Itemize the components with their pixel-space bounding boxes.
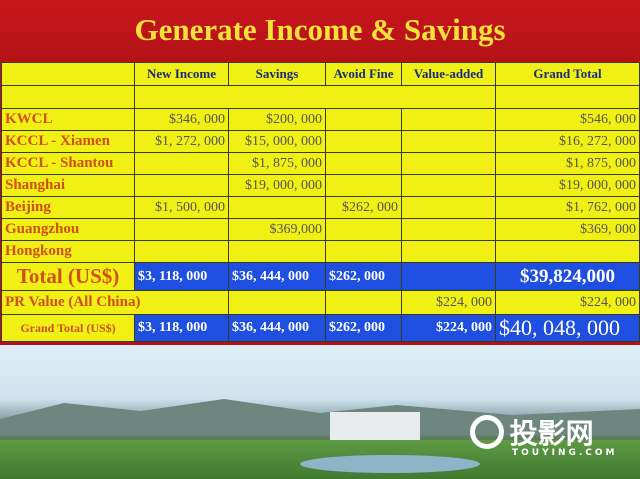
value-cell <box>134 240 229 263</box>
row-label: KWCL <box>1 108 135 131</box>
row-label: Guangzhou <box>1 218 135 241</box>
value-cell <box>401 218 496 241</box>
value-cell <box>228 240 326 263</box>
value-cell <box>228 196 326 219</box>
cell <box>495 85 640 109</box>
value-cell <box>401 174 496 197</box>
value-cell <box>325 152 402 175</box>
value-cell <box>134 174 229 197</box>
grand-total-cell: $36, 444, 000 <box>228 314 326 342</box>
value-cell: $1, 272, 000 <box>134 130 229 153</box>
blank-row <box>1 85 640 109</box>
total-label: Total (US$) <box>1 262 135 291</box>
value-cell: $224, 000 <box>401 290 496 315</box>
grand-total-label: Grand Total (US$) <box>1 314 135 342</box>
value-cell: $262, 000 <box>325 196 402 219</box>
value-cell <box>325 240 402 263</box>
total-cell <box>401 262 496 291</box>
value-cell: $1, 875, 000 <box>495 152 640 175</box>
watermark-cn: 投影网 <box>509 417 594 450</box>
value-cell <box>134 152 229 175</box>
header-cell: Avoid Fine <box>325 62 402 86</box>
row-label: Shanghai <box>1 174 135 197</box>
watermark-en: TOUYING.COM <box>512 448 618 458</box>
value-cell <box>325 108 402 131</box>
value-cell <box>325 130 402 153</box>
value-cell <box>401 130 496 153</box>
value-cell <box>325 174 402 197</box>
value-cell: $369, 000 <box>495 218 640 241</box>
pr-value-row: PR Value (All China) $224, 000 $224, 000 <box>1 290 640 315</box>
value-cell <box>228 290 326 315</box>
header-cell: Savings <box>228 62 326 86</box>
value-cell: $1, 762, 000 <box>495 196 640 219</box>
value-cell <box>325 290 402 315</box>
value-cell: $200, 000 <box>228 108 326 131</box>
grand-total-row: Grand Total (US$) $3, 118, 000 $36, 444, 0… <box>1 314 640 342</box>
value-cell: $1, 500, 000 <box>134 196 229 219</box>
table-row: Guangzhou $369,000 $369, 000 <box>1 218 640 241</box>
watermark-logo: 投影网 TOUYING.COM <box>470 412 618 458</box>
value-cell <box>495 240 640 263</box>
header-cell <box>1 62 135 86</box>
title-band <box>0 0 640 62</box>
value-cell <box>134 218 229 241</box>
value-cell: $369,000 <box>228 218 326 241</box>
total-row: Total (US$) $3, 118, 000 $36, 444, 000 $262… <box>1 262 640 291</box>
slide-title: Generate Income & Savings <box>134 12 506 47</box>
total-cell: $39,824,000 <box>495 262 640 291</box>
cell <box>1 85 135 109</box>
table-row: KCCL - Shantou $1, 875, 000 $1, 875, 000 <box>1 152 640 175</box>
header-cell: Grand Total <box>495 62 640 86</box>
value-cell <box>401 152 496 175</box>
value-cell: $19, 000, 000 <box>495 174 640 197</box>
value-cell: $19, 000, 000 <box>228 174 326 197</box>
grand-total-cell: $224, 000 <box>401 314 496 342</box>
value-cell <box>401 240 496 263</box>
header-cell: Value-added <box>401 62 496 86</box>
table-row: KWCL $346, 000 $200, 000 $546, 000 <box>1 108 640 131</box>
table-row: Hongkong <box>1 240 640 263</box>
row-label: KCCL - Shantou <box>1 152 135 175</box>
value-cell: $546, 000 <box>495 108 640 131</box>
header-row: New Income Savings Avoid Fine Value-adde… <box>1 62 640 86</box>
pond <box>300 455 480 473</box>
cell <box>134 85 496 109</box>
table-row: KCCL - Xiamen $1, 272, 000 $15, 000, 000 $1… <box>1 130 640 153</box>
total-cell: $36, 444, 000 <box>228 262 326 291</box>
table-row: Beijing $1, 500, 000 $262, 000 $1, 762, 000 <box>1 196 640 219</box>
grand-total-cell: $40, 048, 000 <box>495 314 640 342</box>
grand-total-cell: $262, 000 <box>325 314 402 342</box>
row-label: Beijing <box>1 196 135 219</box>
factory-building <box>330 412 420 444</box>
value-cell <box>325 218 402 241</box>
value-cell: $15, 000, 000 <box>228 130 326 153</box>
grand-total-cell: $3, 118, 000 <box>134 314 229 342</box>
total-cell: $3, 118, 000 <box>134 262 229 291</box>
value-cell <box>401 196 496 219</box>
row-label: Hongkong <box>1 240 135 263</box>
header-cell: New Income <box>134 62 229 86</box>
value-cell: $346, 000 <box>134 108 229 131</box>
value-cell: $224, 000 <box>495 290 640 315</box>
pr-label: PR Value (All China) <box>1 290 229 315</box>
total-cell: $262, 000 <box>325 262 402 291</box>
value-cell: $1, 875, 000 <box>228 152 326 175</box>
watermark-circle-icon <box>470 415 504 449</box>
income-savings-table: New Income Savings Avoid Fine Value-adde… <box>1 62 640 342</box>
row-label: KCCL - Xiamen <box>1 130 135 153</box>
value-cell <box>401 108 496 131</box>
table-row: Shanghai $19, 000, 000 $19, 000, 000 <box>1 174 640 197</box>
value-cell: $16, 272, 000 <box>495 130 640 153</box>
